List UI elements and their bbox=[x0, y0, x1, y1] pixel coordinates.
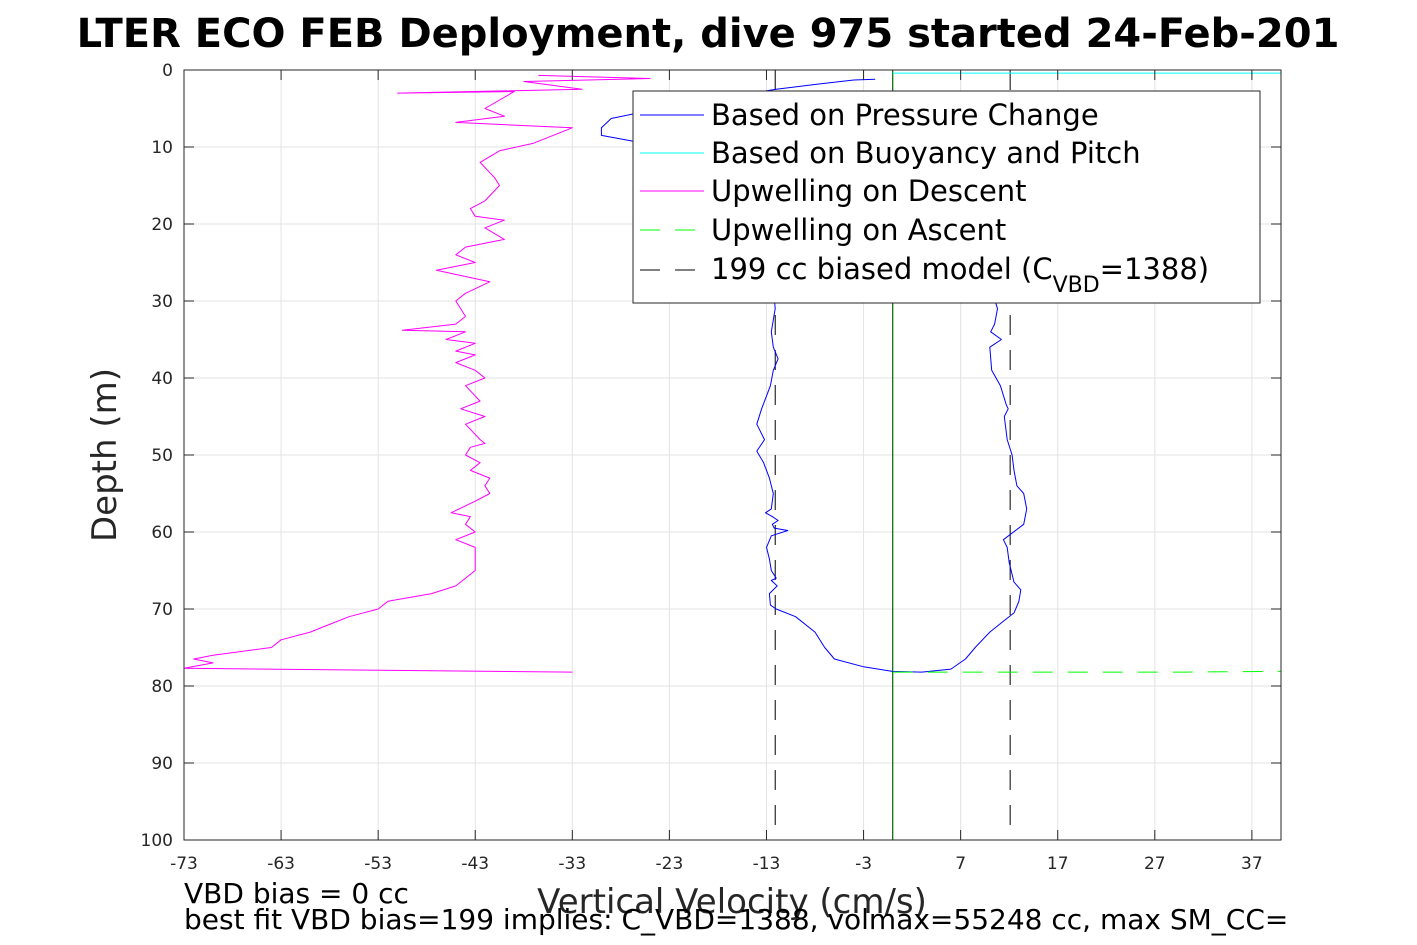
chart-title: LTER ECO FEB Deployment, dive 975 starte… bbox=[77, 11, 1340, 57]
x-tick-label: -23 bbox=[656, 854, 684, 874]
x-tick-label: 37 bbox=[1241, 854, 1263, 874]
legend-box bbox=[632, 90, 1261, 304]
x-tick-label: 17 bbox=[1047, 854, 1069, 874]
y-tick-label: 100 bbox=[141, 831, 173, 851]
x-tick-label: -43 bbox=[461, 854, 489, 874]
footer-vbd-bias: VBD bias = 0 cc bbox=[184, 877, 409, 910]
y-tick-label: 80 bbox=[151, 677, 173, 697]
legend: Based on Pressure Change Based on Buoyan… bbox=[632, 90, 1261, 304]
x-axis-label: Vertical Velocity (cm/s) bbox=[537, 882, 927, 922]
x-tick-label: -63 bbox=[267, 854, 295, 874]
legend-label-upwelling-ascent: Upwelling on Ascent bbox=[711, 213, 1006, 247]
x-tick-label: -33 bbox=[558, 854, 586, 874]
legend-label-biased-model: 199 cc biased model (CVBD=1388) bbox=[711, 252, 1209, 298]
x-tick-label: -3 bbox=[855, 854, 872, 874]
legend-label-buoyancy-pitch: Based on Buoyancy and Pitch bbox=[711, 136, 1141, 170]
y-axis-label: Depth (m) bbox=[85, 368, 125, 542]
x-tick-label: 7 bbox=[955, 854, 966, 874]
y-tick-label: 40 bbox=[151, 369, 173, 389]
legend-label-biased-model-main: 199 cc biased model (C bbox=[711, 252, 1053, 286]
y-tick-label: 60 bbox=[151, 523, 173, 543]
x-tick-label: -53 bbox=[364, 854, 392, 874]
y-tick-label: 30 bbox=[151, 292, 173, 312]
tick-layer: -73 -63 -53 -43 -33 -23 -13 -3 7 17 27 37 0 10 20 30 40 5… bbox=[141, 61, 1281, 874]
y-tick-label: 0 bbox=[162, 61, 173, 81]
y-tick-label: 10 bbox=[151, 138, 173, 158]
x-tick-label: -73 bbox=[170, 854, 198, 874]
legend-label-upwelling-descent: Upwelling on Descent bbox=[711, 174, 1027, 208]
x-tick-label: -13 bbox=[753, 854, 781, 874]
legend-label-biased-model-sub: VBD bbox=[1053, 273, 1100, 298]
series-line-upwelling-on-descent bbox=[184, 74, 651, 673]
y-tick-label: 50 bbox=[151, 446, 173, 466]
y-tick-label: 90 bbox=[151, 754, 173, 774]
series-line-upwelling-on-ascent bbox=[892, 670, 1281, 673]
footer-best-fit: best fit VBD bias=199 implies: C_VBD=138… bbox=[184, 903, 1288, 936]
legend-label-biased-model-end: =1388) bbox=[1100, 252, 1209, 286]
y-tick-label: 20 bbox=[151, 215, 173, 235]
x-tick-label: 27 bbox=[1144, 854, 1166, 874]
y-tick-label: 70 bbox=[151, 600, 173, 620]
legend-label-pressure-change: Based on Pressure Change bbox=[711, 98, 1099, 132]
